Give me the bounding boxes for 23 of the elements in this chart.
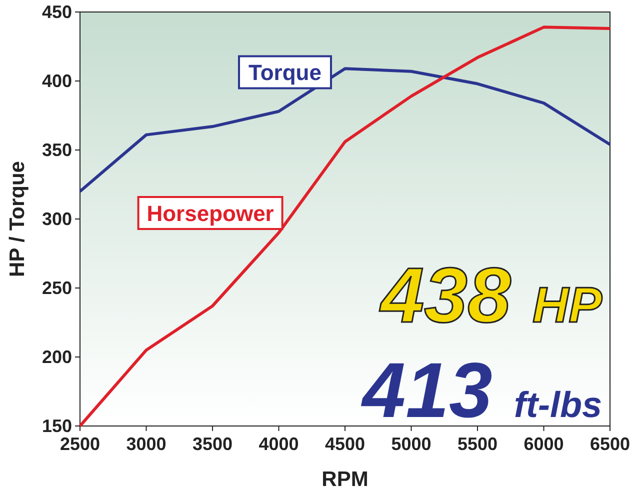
x-tick-label: 4000 bbox=[258, 434, 299, 454]
x-tick-label: 3000 bbox=[126, 434, 166, 454]
y-axis-title: HP / Torque bbox=[6, 161, 29, 277]
annotation: 438 HP bbox=[378, 251, 603, 339]
x-tick-label: 6000 bbox=[524, 434, 564, 454]
x-tick-label: 5500 bbox=[457, 434, 498, 454]
x-tick-label: 5000 bbox=[391, 434, 432, 454]
y-tick-label: 250 bbox=[42, 278, 72, 298]
y-tick-label: 350 bbox=[42, 140, 72, 160]
x-tick-label: 6500 bbox=[590, 434, 630, 454]
y-tick-label: 300 bbox=[42, 209, 72, 229]
y-tick-label: 400 bbox=[42, 71, 72, 91]
series-label: Horsepower bbox=[146, 201, 274, 226]
x-tick-label: 2500 bbox=[60, 434, 100, 454]
y-tick-label: 200 bbox=[42, 347, 72, 367]
x-tick-label: 3500 bbox=[192, 434, 233, 454]
series-label: Torque bbox=[248, 60, 322, 86]
y-tick-label: 150 bbox=[42, 416, 72, 436]
annotation: 413 ft-lbs bbox=[360, 346, 602, 434]
x-tick-label: 4500 bbox=[324, 434, 366, 454]
x-axis-title: RPM bbox=[322, 468, 368, 491]
line-series bbox=[78, 26, 612, 428]
y-tick-label: 450 bbox=[42, 2, 72, 22]
